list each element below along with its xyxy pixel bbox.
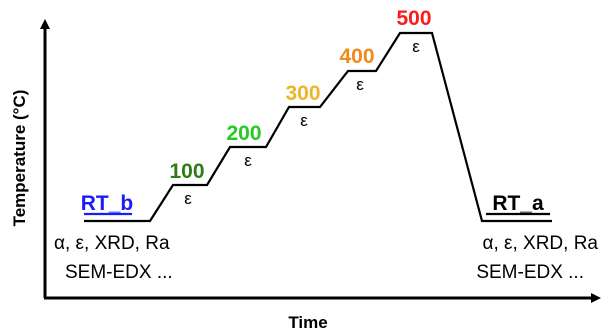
step-label-400: 400 — [339, 45, 374, 68]
strain-label-400: ε — [356, 75, 364, 94]
step-label-200: 200 — [226, 122, 261, 145]
strain-label-500: ε — [412, 37, 420, 56]
temperature-profile-line — [84, 31, 552, 223]
strain-label-300: ε — [300, 111, 308, 130]
x-axis-label: Time — [288, 313, 327, 332]
note-before-line2: SEM-EDX ... — [65, 262, 173, 283]
step-label-rt-after: RT_a — [492, 192, 544, 215]
note-after-line2: SEM-EDX ... — [476, 262, 584, 283]
step-label-100: 100 — [169, 160, 204, 183]
strain-label-100: ε — [184, 189, 192, 208]
note-after-line1: α, ε, XRD, Ra — [482, 233, 598, 254]
y-axis-label: Temperature (°C) — [10, 90, 29, 227]
strain-label-200: ε — [244, 151, 252, 170]
step-label-rt-before: RT_b — [81, 192, 134, 215]
step-label-300: 300 — [285, 82, 320, 105]
note-before-line1: α, ε, XRD, Ra — [54, 233, 170, 254]
step-label-500: 500 — [396, 7, 431, 30]
